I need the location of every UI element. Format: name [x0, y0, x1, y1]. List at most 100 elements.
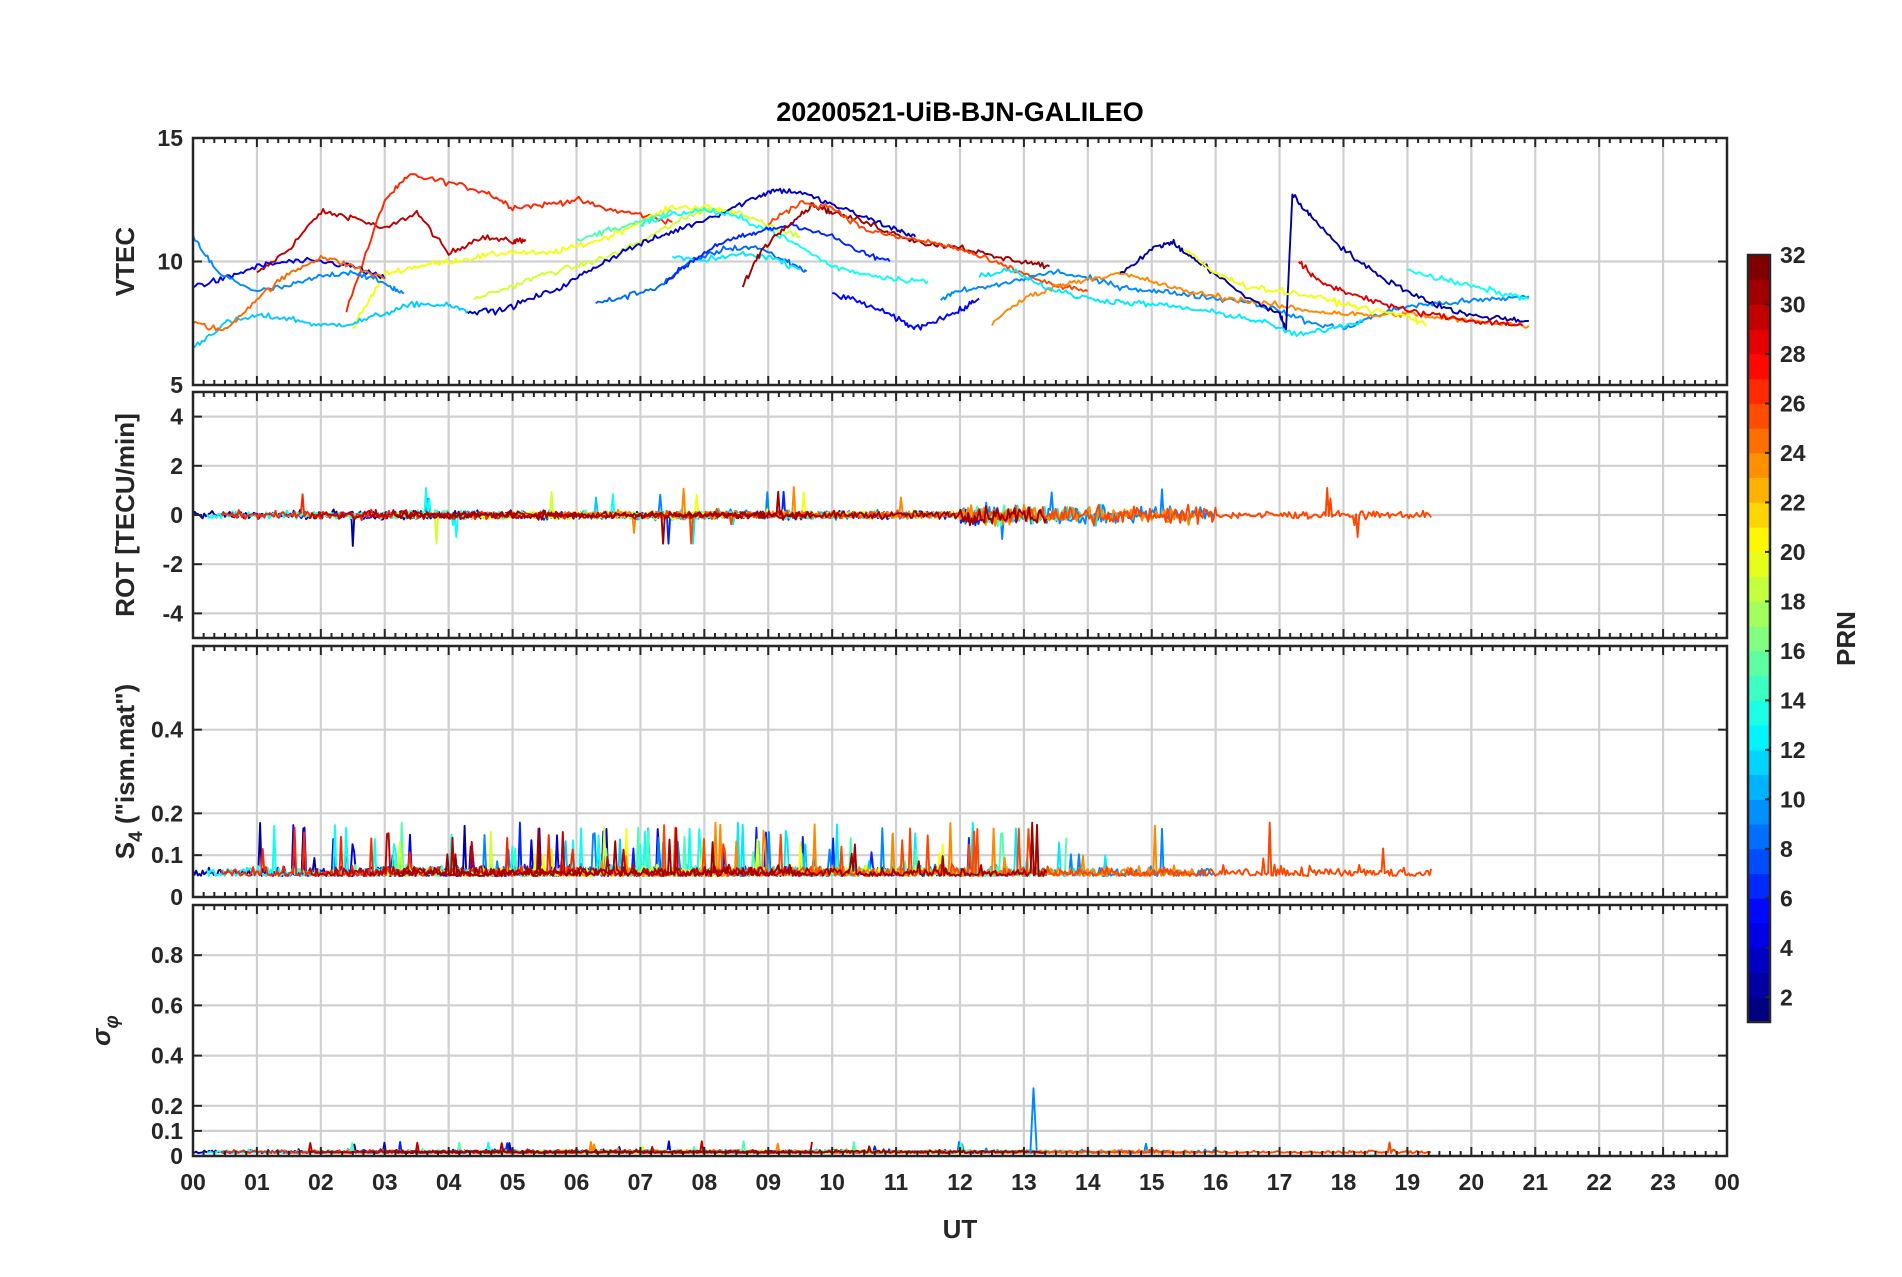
colorbar-band — [1748, 378, 1770, 404]
vtec-trace-prn-30 — [256, 208, 527, 274]
colorbar-band — [1748, 452, 1770, 479]
x-tick-label: 23 — [1650, 1169, 1676, 1195]
colorbar-tick-label: 6 — [1780, 885, 1793, 911]
colorbar-tick-label: 4 — [1780, 935, 1793, 961]
s4-trace-prn-31 — [395, 821, 1048, 878]
colorbar-band — [1748, 626, 1770, 652]
x-tick-label: 00 — [180, 1169, 206, 1195]
x-tick-label: 06 — [564, 1169, 590, 1195]
panel-s4: 0 0.1 0.2 0.4S4 ("ism.mat") — [110, 644, 1729, 910]
colorbar-band — [1748, 675, 1770, 701]
panel-vtec: 5 10 15 VTEC — [110, 125, 1729, 398]
colorbar-band — [1748, 997, 1770, 1023]
colorbar-band — [1748, 601, 1770, 627]
colorbar-band — [1748, 353, 1770, 380]
x-tick-label: 14 — [1075, 1169, 1101, 1195]
vtec-trace-prn-27 — [345, 173, 673, 313]
y-tick-label: 0 — [170, 884, 183, 910]
x-tick-label: 11 — [884, 1169, 909, 1195]
vtec-trace-prn-12 — [978, 267, 1363, 338]
rot-trace-prn-12 — [630, 503, 1110, 545]
vtec-trace-prn-13 — [640, 207, 929, 285]
colorbar-tick-label: 20 — [1780, 539, 1806, 565]
x-tick-label: 20 — [1459, 1169, 1485, 1195]
vtec-trace-prn-20 — [352, 204, 737, 330]
y-tick-label: 5 — [170, 372, 183, 398]
vtec-trace-prn-19 — [473, 207, 801, 301]
y-axis-label-vtec: VTEC — [110, 227, 140, 297]
vtec-trace-prn-11 — [193, 300, 469, 349]
x-tick-label: 09 — [755, 1169, 781, 1195]
colorbar-band — [1748, 700, 1770, 726]
y-tick-label: 0.1 — [151, 1118, 183, 1144]
colorbar-frame — [1746, 253, 1772, 1024]
y-tick-label: 0 — [170, 502, 183, 528]
vtec-trace-prn-29 — [1298, 260, 1524, 327]
x-tick-label: 12 — [947, 1169, 973, 1195]
colorbar-band — [1748, 527, 1770, 553]
x-axis-label: UT — [943, 1214, 978, 1244]
x-tick-label: 07 — [628, 1169, 654, 1195]
x-tick-label: 08 — [692, 1169, 718, 1195]
y-axis-label-sigma_phi: σφ — [86, 1015, 123, 1046]
vtec-trace-prn-6 — [665, 223, 891, 285]
y-tick-label: 4 — [170, 404, 183, 430]
colorbar-tick-label: 16 — [1780, 638, 1806, 664]
colorbar-band — [1748, 898, 1770, 924]
y-tick-label: 0.4 — [151, 1043, 183, 1069]
chart-title: 20200521-UiB-BJN-GALILEO — [776, 97, 1144, 127]
colorbar-tick-label: 2 — [1780, 984, 1793, 1010]
sigma-spike-trace — [1029, 1087, 1038, 1154]
vtec-trace-prn-26 — [767, 199, 1089, 293]
colorbar-tick-label: 8 — [1780, 836, 1793, 862]
x-tick-label: 03 — [372, 1169, 398, 1195]
colorbar-band — [1748, 824, 1770, 850]
traces-sigma_phi — [193, 1087, 1432, 1154]
colorbar-band — [1748, 774, 1770, 800]
colorbar-label: PRN — [1831, 611, 1861, 666]
vtec-trace-prn-20 — [1183, 249, 1427, 327]
vtec-trace-prn-25 — [193, 254, 386, 332]
y-tick-label: 2 — [170, 453, 183, 479]
x-tick-label: 17 — [1267, 1169, 1293, 1195]
colorbar-band — [1748, 749, 1770, 776]
vtec-trace-prn-15 — [576, 209, 674, 242]
colorbar-band — [1748, 848, 1770, 875]
colorbar-tick-label: 32 — [1780, 242, 1806, 268]
x-tick-label: 05 — [500, 1169, 526, 1195]
x-tick-label: 00 — [1714, 1169, 1740, 1195]
traces-rot — [193, 485, 1432, 547]
y-tick-label: 0.6 — [151, 992, 183, 1018]
vtec-trace-prn-2 — [1119, 193, 1530, 331]
x-tick-label: 18 — [1331, 1169, 1357, 1195]
x-tick-label: 16 — [1203, 1169, 1229, 1195]
colorbar-band — [1748, 551, 1770, 578]
x-tick-label: 02 — [308, 1169, 334, 1195]
colorbar-band — [1748, 329, 1770, 355]
colorbar-tick-label: 18 — [1780, 588, 1806, 614]
y-tick-label: 0.4 — [151, 717, 183, 743]
rot-trace-prn-31 — [395, 490, 1048, 545]
y-axis-label-rot: ROT [TECU/min] — [110, 413, 140, 617]
y-tick-label: 0.2 — [151, 1093, 183, 1119]
colorbar-band — [1748, 477, 1770, 503]
colorbar-band — [1748, 725, 1770, 751]
colorbar-tick-label: 14 — [1780, 687, 1806, 713]
x-tick-label: 13 — [1011, 1169, 1037, 1195]
colorbar-band — [1748, 428, 1770, 454]
colorbar-tick-label: 30 — [1780, 291, 1806, 317]
colorbar-tick-label: 24 — [1780, 440, 1806, 466]
vtec-trace-prn-9 — [193, 234, 405, 295]
vtec-trace-prn-3 — [467, 187, 917, 316]
colorbar-band — [1748, 255, 1770, 281]
colorbar-band — [1748, 972, 1770, 998]
y-tick-label: -2 — [163, 551, 183, 577]
panel-sigma_phi: 00.10.2 0.4 0.6 0.8 σφ — [86, 903, 1729, 1169]
y-tick-label: 0.1 — [151, 842, 183, 868]
y-tick-label: -4 — [163, 600, 184, 626]
vtec-trace-prn-8 — [595, 244, 808, 305]
